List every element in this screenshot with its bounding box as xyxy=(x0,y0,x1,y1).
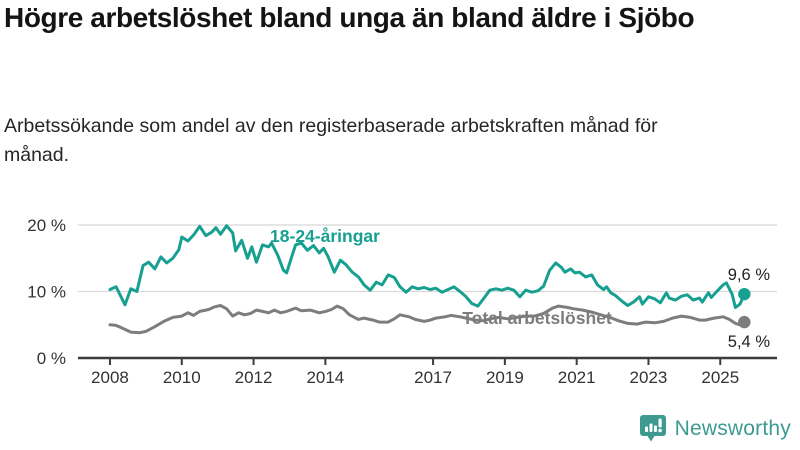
series-label-young: 18-24-åringar xyxy=(270,226,380,246)
total-unemployment-line xyxy=(108,304,746,335)
young-unemployment-line xyxy=(108,224,746,309)
newsworthy-speech-bubble-bar-chart-icon xyxy=(639,415,666,442)
end-value-label-young: 9,6 % xyxy=(728,266,771,284)
end-value-label-total: 5,4 % xyxy=(728,333,771,351)
x-tick-label: 2008 xyxy=(91,368,129,387)
x-tick-label: 2025 xyxy=(701,368,739,387)
x-tick-label: 2012 xyxy=(235,368,273,387)
total-unemployment-end-dot xyxy=(738,315,751,329)
y-tick-label: 20 % xyxy=(27,216,66,235)
labels-layer: 18-24-åringar Total arbetslöshet 9,6 % 5… xyxy=(270,226,770,351)
page-subtitle: Arbetssökande som andel av den registerb… xyxy=(4,115,658,167)
x-tick-label: 2017 xyxy=(414,368,452,387)
x-tick-label: 2019 xyxy=(486,368,524,387)
page-title: Högre arbetslöshet bland unga än bland ä… xyxy=(4,2,695,33)
plot-layer: 0 % 10 % 20 % 2008 2010 2012 2014 2017 2019 2021 2… xyxy=(27,216,777,387)
series-label-total: Total arbetslöshet xyxy=(462,308,612,328)
y-tick-label: 0 % xyxy=(37,349,66,368)
brand-name: Newsworthy xyxy=(674,417,791,440)
newsworthy-logo: Newsworthy xyxy=(639,413,791,445)
young-unemployment-end-dot xyxy=(738,287,751,301)
x-tick-label: 2023 xyxy=(630,368,668,387)
y-tick-label: 10 % xyxy=(27,283,66,302)
x-tick-label: 2010 xyxy=(163,368,201,387)
x-tick-label: 2014 xyxy=(306,368,344,387)
x-tick-label: 2021 xyxy=(558,368,596,387)
